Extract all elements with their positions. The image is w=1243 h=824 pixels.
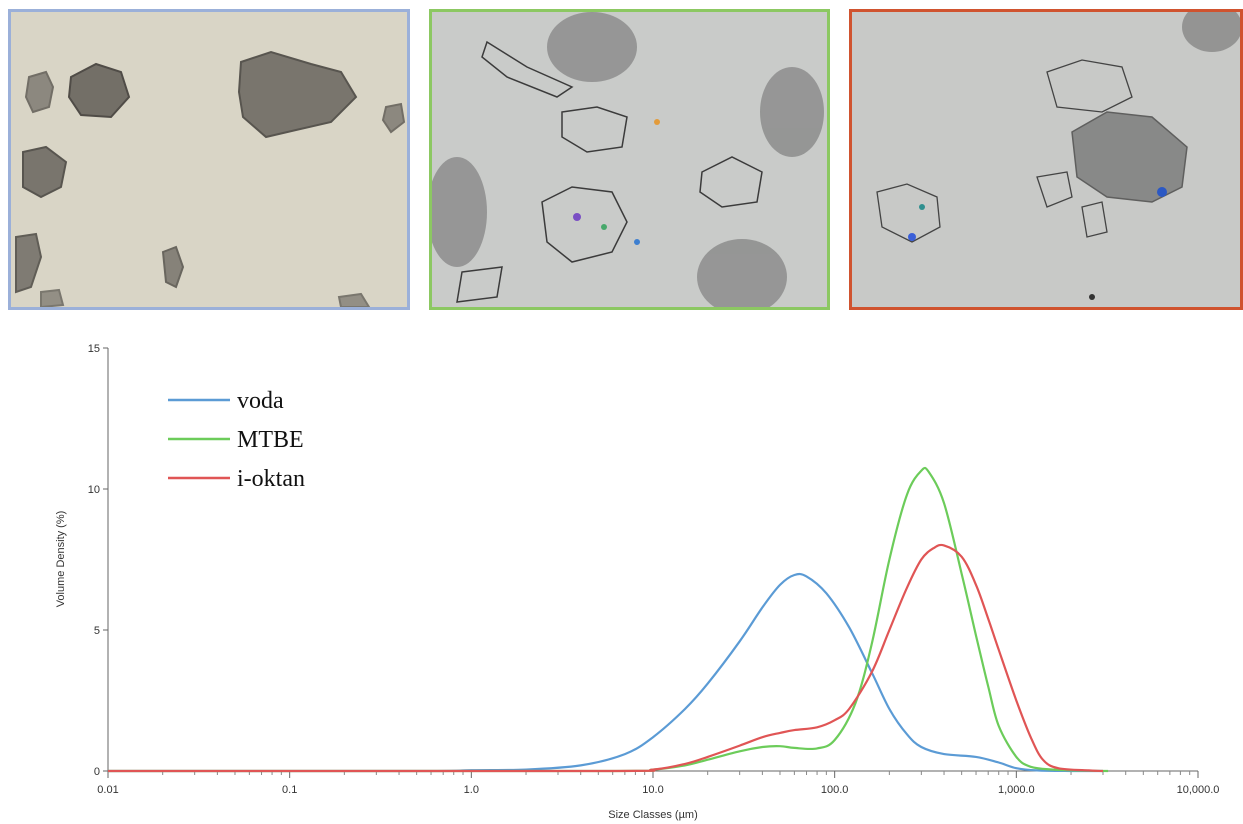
x-tick-label: 10.0 bbox=[642, 784, 663, 796]
microscope-image-mtbe bbox=[429, 9, 830, 310]
micro-photo-water bbox=[11, 12, 407, 307]
series-line-voda bbox=[108, 572, 1103, 773]
microscope-image-water bbox=[8, 9, 410, 310]
particle-size-distribution-chart: 0.01 0.1 1.0 10.0 100.0 1,000.0 10,000.0 0 5 10 15… bbox=[55, 343, 1220, 821]
y-tick-label: 15 bbox=[88, 343, 100, 355]
y-tick-label: 0 bbox=[94, 766, 100, 778]
series-line-MTBE bbox=[108, 466, 1109, 773]
y-tick-label: 5 bbox=[94, 625, 100, 637]
x-tick-label: 0.01 bbox=[97, 784, 118, 796]
chart-legend: voda MTBE i-oktan bbox=[168, 388, 305, 492]
y-axis-title: Volume Density (%) bbox=[55, 511, 67, 608]
x-tick-label: 100.0 bbox=[821, 784, 849, 796]
x-tick-label: 1.0 bbox=[464, 784, 479, 796]
series-line-i-oktan bbox=[108, 543, 1104, 773]
y-tick-label: 10 bbox=[88, 484, 100, 496]
x-tick-label: 1,000.0 bbox=[998, 784, 1035, 796]
x-axis-title: Size Classes (µm) bbox=[608, 809, 697, 821]
legend-label-voda: voda bbox=[237, 388, 284, 414]
x-tick-label: 10,000.0 bbox=[1177, 784, 1220, 796]
micro-photo-isooctane bbox=[852, 12, 1240, 307]
legend-label-i-oktan: i-oktan bbox=[237, 466, 305, 492]
microscope-image-isooctane bbox=[849, 9, 1243, 310]
chart-series bbox=[108, 466, 1109, 773]
x-tick-label: 0.1 bbox=[282, 784, 297, 796]
legend-label-MTBE: MTBE bbox=[237, 427, 304, 453]
micro-photo-mtbe bbox=[432, 12, 827, 307]
